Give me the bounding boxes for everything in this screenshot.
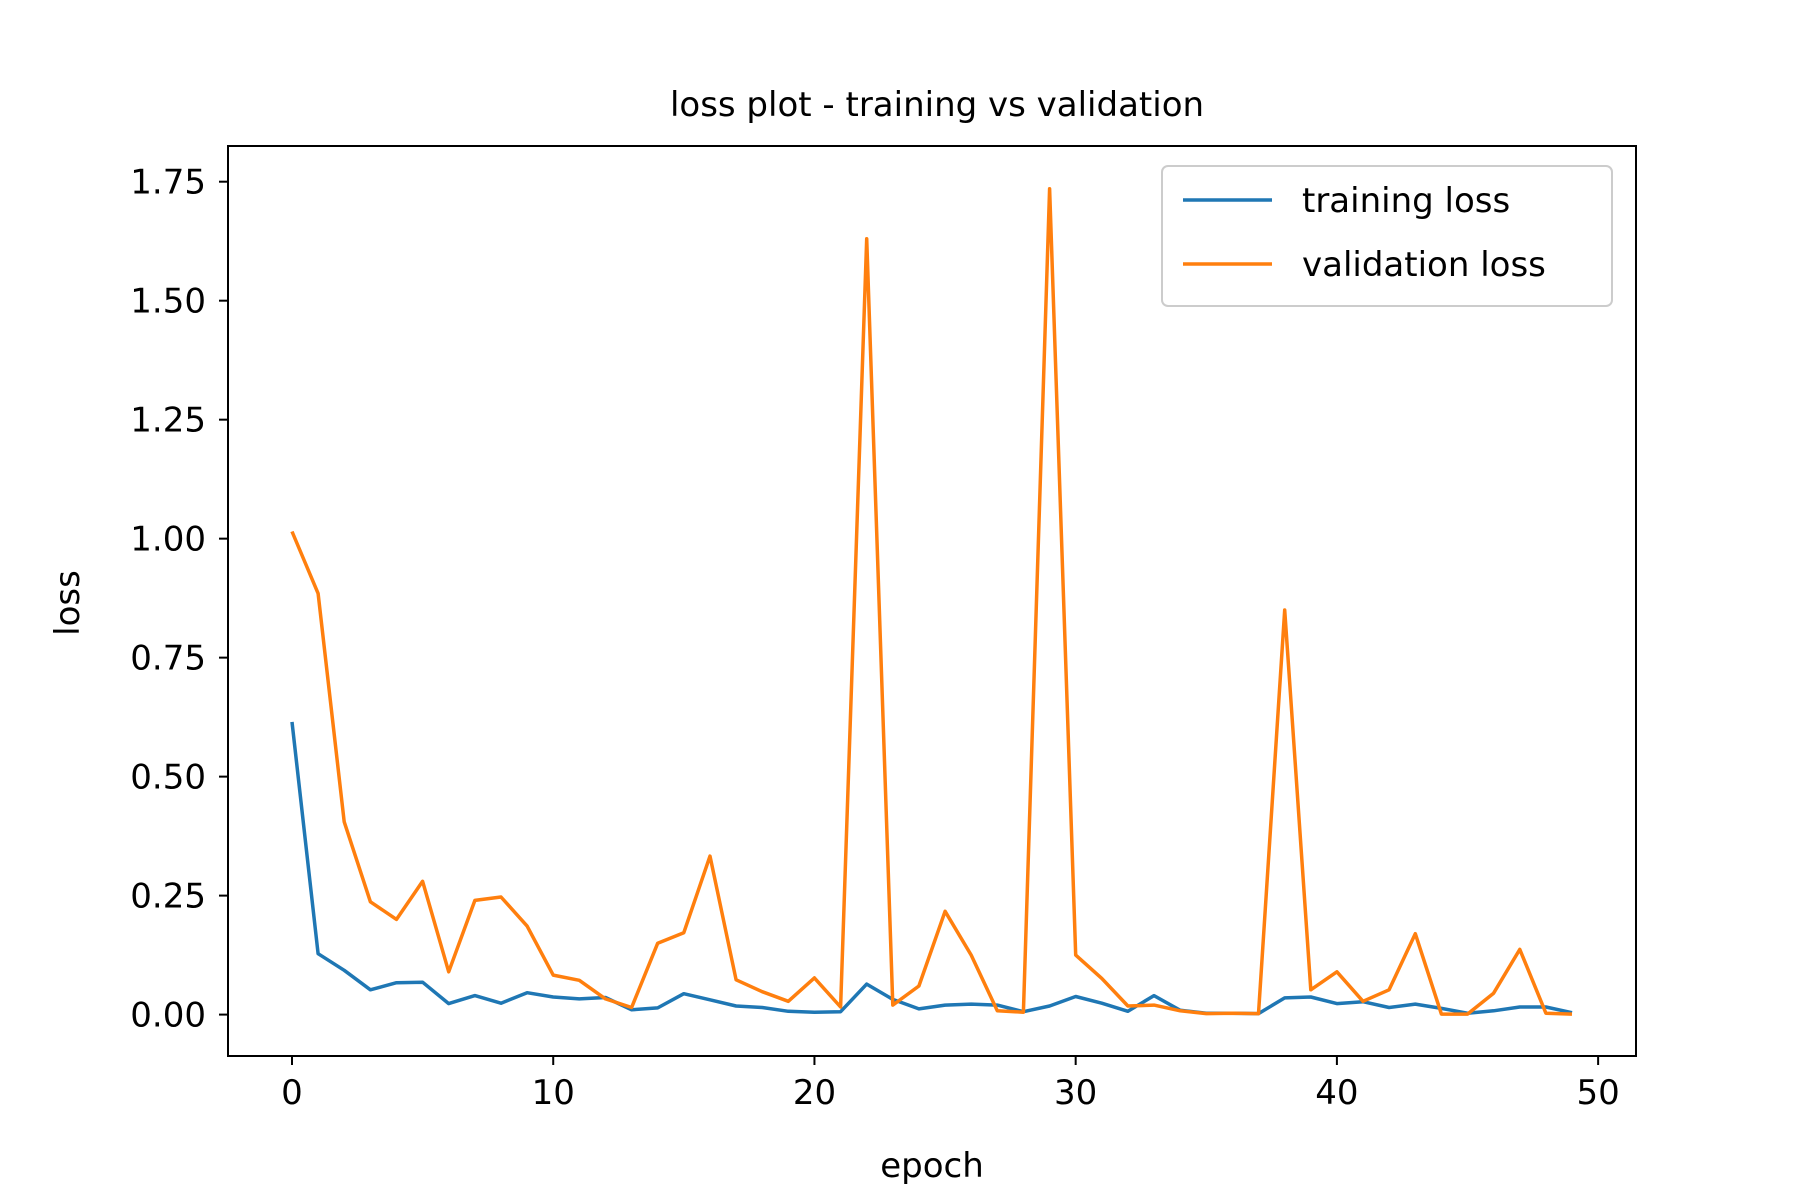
y-axis-label: loss (48, 570, 88, 636)
x-tick-label: 10 (532, 1073, 575, 1113)
x-tick-label: 50 (1576, 1073, 1619, 1113)
series-layer (290, 187, 1573, 1016)
x-tick-label: 40 (1315, 1073, 1358, 1113)
series-line-validation-loss (290, 187, 1573, 1016)
legend: training loss validation loss (1161, 165, 1613, 307)
y-tick-label: 0.25 (130, 877, 206, 917)
y-axis-ticks: 0.00 0.25 0.50 0.75 1.00 1.25 1.50 1.75 (130, 163, 228, 1036)
legend-label: validation loss (1302, 245, 1546, 285)
y-tick-label: 1.75 (130, 163, 206, 203)
legend-items: training loss validation loss (1183, 181, 1546, 285)
legend-label: training loss (1302, 181, 1510, 221)
legend-box (1161, 165, 1613, 307)
x-tick-label: 20 (793, 1073, 836, 1113)
y-tick-label: 0.75 (130, 639, 206, 679)
y-tick-label: 1.50 (130, 282, 206, 322)
x-axis-label: epoch (880, 1146, 984, 1186)
x-tick-label: 30 (1054, 1073, 1097, 1113)
chart-title: loss plot - training vs validation (670, 85, 1204, 125)
y-tick-label: 0.50 (130, 758, 206, 798)
series-line-training-loss (290, 721, 1573, 1016)
y-tick-label: 1.00 (130, 520, 206, 560)
y-tick-label: 1.25 (130, 401, 206, 441)
y-tick-label: 0.00 (130, 996, 206, 1036)
x-axis-ticks: 0 10 20 30 40 50 (281, 1056, 1620, 1113)
plot-frame (227, 145, 1637, 1057)
x-tick-label: 0 (281, 1073, 303, 1113)
